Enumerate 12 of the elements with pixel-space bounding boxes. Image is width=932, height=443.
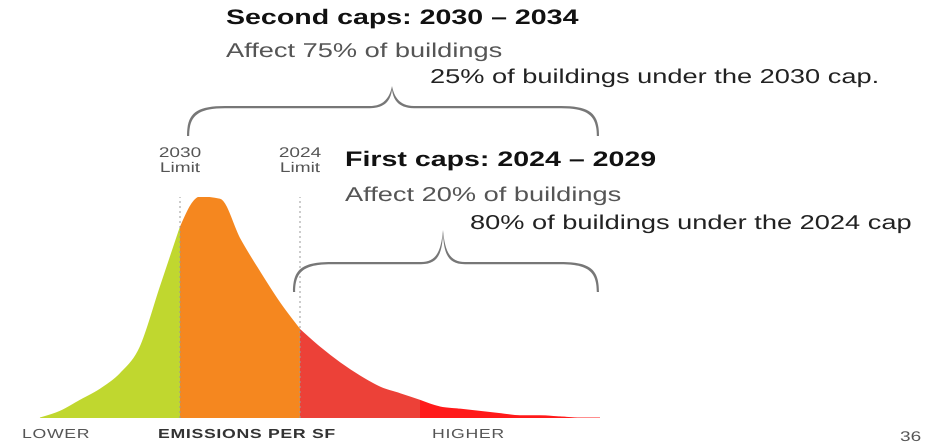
x-tick-label: 2024 Limit — [278, 144, 322, 175]
x-axis-title: EMISSIONS PER SF — [158, 426, 336, 441]
text: LOWER — [22, 426, 90, 441]
text: HIGHER — [432, 426, 505, 441]
annotation: 80% of buildings under the 2024 cap — [470, 212, 912, 235]
text: First caps: 2024 – 2029 — [345, 148, 656, 172]
x-tick-label: 2030 Limit — [158, 144, 202, 175]
text: 25% of buildings under the 2030 cap. — [430, 66, 880, 89]
chart-title: Second caps: 2030 – 2034 — [226, 6, 578, 30]
text: Affect 75% of buildings — [226, 40, 502, 63]
text: 36 — [900, 428, 922, 443]
annotation: Affect 20% of buildings — [345, 184, 622, 207]
